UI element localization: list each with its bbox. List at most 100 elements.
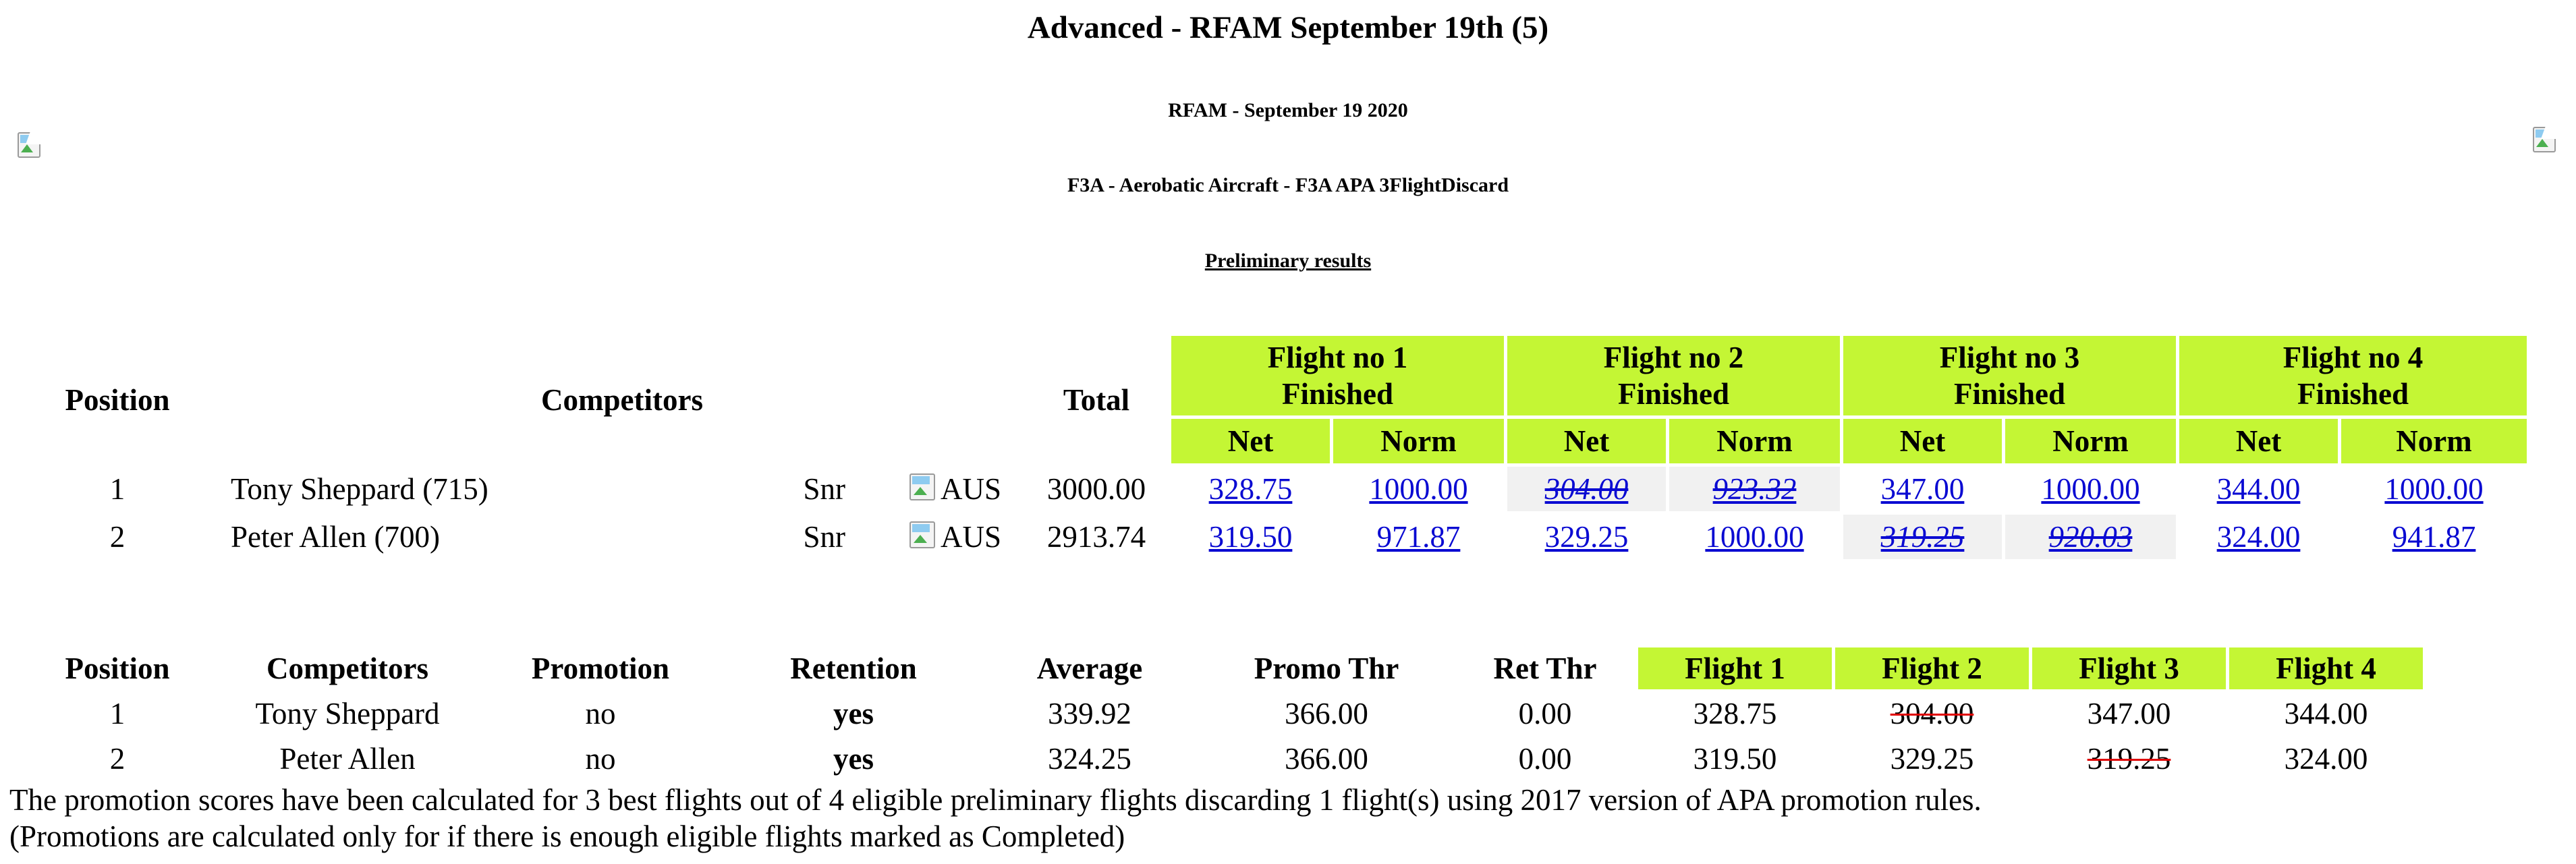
flight-3-net: 347.00 [1843, 467, 2002, 511]
promo-flight-3-discarded: 319.25 [2032, 738, 2226, 780]
flight-3-net-discarded: 319.25 [1843, 515, 2002, 559]
competitor-country: AUS [856, 515, 1021, 559]
country-code: AUS [940, 520, 1001, 554]
flight-3-norm-discarded: 920.03 [2005, 515, 2176, 559]
flight-2-norm: 1000.00 [1669, 515, 1840, 559]
flight-2-net-link[interactable]: 329.25 [1544, 520, 1629, 554]
flight-1-norm: 971.87 [1333, 515, 1504, 559]
promo-table-row: 2 Peter Allen no yes 324.25 366.00 0.00 … [16, 738, 2423, 780]
promo-promotion: no [585, 697, 616, 730]
promo-flight-2-discarded: 304.00 [1835, 693, 2029, 735]
flight-1-net-link[interactable]: 328.75 [1208, 472, 1293, 506]
promo-flight-4: 344.00 [2284, 697, 2368, 730]
promo-ret-thr: 0.00 [1518, 742, 1572, 776]
promo-average: 339.92 [1048, 697, 1131, 730]
results-table: Position Competitors Total Flight no 1 F… [12, 333, 2530, 563]
promo-competitor: Peter Allen [279, 742, 416, 776]
competitor-category: Snr [803, 472, 845, 506]
flight-4-net-link[interactable]: 344.00 [2216, 472, 2301, 506]
flight-3-net-link[interactable]: 319.25 [1880, 520, 1965, 554]
header-net: Net [2179, 419, 2338, 463]
flag-broken-image-icon [908, 472, 938, 502]
promo-competitor: Tony Sheppard [255, 697, 440, 730]
header-position: Position [65, 382, 170, 417]
promo-header-flight-4: Flight 4 [2229, 647, 2423, 689]
country-code: AUS [940, 472, 1001, 506]
promo-flight-1: 319.50 [1693, 742, 1777, 776]
promo-header-flight-2: Flight 2 [1835, 647, 2029, 689]
row-position: 1 [109, 472, 125, 506]
promo-flight-2-value: 304.00 [1890, 697, 1974, 730]
promo-flight-3-value: 319.25 [2087, 742, 2171, 776]
header-flight-3-line2: Finished [1953, 377, 2066, 411]
competitor-category: Snr [803, 520, 845, 554]
promo-flight-1: 328.75 [1693, 697, 1777, 730]
flight-1-norm-link[interactable]: 1000.00 [1369, 472, 1468, 506]
promo-ret-thr: 0.00 [1518, 697, 1572, 730]
header-flight-4-line1: Flight no 4 [2283, 341, 2424, 374]
header-norm: Norm [1333, 419, 1504, 463]
promo-table-row: 1 Tony Sheppard no yes 339.92 366.00 0.0… [16, 693, 2423, 735]
flight-3-norm-link[interactable]: 920.03 [2048, 520, 2133, 554]
flight-3-norm: 1000.00 [2005, 467, 2176, 511]
flight-2-net-link[interactable]: 304.00 [1544, 472, 1629, 506]
flight-4-net-link[interactable]: 324.00 [2216, 520, 2301, 554]
header-flight-2-line1: Flight no 2 [1603, 341, 1744, 374]
promo-header-retention: Retention [790, 652, 917, 685]
header-flight-4-line2: Finished [2297, 377, 2409, 411]
flight-3-norm-link[interactable]: 1000.00 [2041, 472, 2140, 506]
competitor-name: Peter Allen (700) [231, 520, 440, 554]
promo-promo-thr: 366.00 [1285, 742, 1368, 776]
flight-4-norm-link[interactable]: 1000.00 [2384, 472, 2484, 506]
promotion-note: The promotion scores have been calculate… [9, 783, 1982, 817]
promo-flight-2: 329.25 [1890, 742, 1974, 776]
promo-flight-3: 347.00 [2087, 697, 2171, 730]
header-norm: Norm [1669, 419, 1840, 463]
header-norm: Norm [2341, 419, 2527, 463]
flight-4-norm: 1000.00 [2341, 467, 2527, 511]
promo-header-promotion: Promotion [531, 652, 670, 685]
header-flight-1-line2: Finished [1281, 377, 1394, 411]
flight-1-net: 319.50 [1171, 515, 1330, 559]
header-flight-3-line1: Flight no 3 [1939, 341, 2080, 374]
promotion-table: Position Competitors Promotion Retention… [12, 644, 2426, 783]
results-label: Preliminary results [1204, 250, 1372, 272]
promo-retention: yes [833, 697, 874, 730]
flight-3-net-link[interactable]: 347.00 [1880, 472, 1965, 506]
promo-header-ret-thr: Ret Thr [1493, 652, 1597, 685]
promo-header-flight-3: Flight 3 [2032, 647, 2226, 689]
flight-1-net: 328.75 [1171, 467, 1330, 511]
total-score: 3000.00 [1046, 472, 1146, 506]
flight-2-norm-link[interactable]: 1000.00 [1705, 520, 1804, 554]
class-name: F3A - Aerobatic Aircraft - F3A APA 3Flig… [1067, 174, 1509, 196]
promo-header-flight-1: Flight 1 [1638, 647, 1832, 689]
promo-retention: yes [833, 742, 874, 776]
table-row: 1 Tony Sheppard (715) Snr AUS 3000.00 32… [16, 467, 2527, 511]
promo-header-average: Average [1036, 652, 1143, 685]
left-logo-broken-image-icon [15, 129, 48, 159]
flight-1-norm-link[interactable]: 971.87 [1376, 520, 1461, 554]
flight-2-norm-discarded: 923.32 [1669, 467, 1840, 511]
flight-1-norm: 1000.00 [1333, 467, 1504, 511]
promotion-note-condition: (Promotions are calculated only for if t… [9, 819, 1125, 853]
header-flight-1: Flight no 1 Finished [1171, 336, 1504, 415]
flight-1-net-link[interactable]: 319.50 [1208, 520, 1293, 554]
promo-position: 1 [109, 697, 125, 730]
header-flight-2-line2: Finished [1617, 377, 1730, 411]
flight-4-norm-link[interactable]: 941.87 [2392, 520, 2476, 554]
header-total: Total [1063, 382, 1130, 417]
promo-promo-thr: 366.00 [1285, 697, 1368, 730]
competitor-name: Tony Sheppard (715) [231, 472, 488, 506]
header-net: Net [1507, 419, 1666, 463]
promo-flight-4: 324.00 [2284, 742, 2368, 776]
flight-4-net: 324.00 [2179, 515, 2338, 559]
header-net: Net [1171, 419, 1330, 463]
flag-broken-image-icon [908, 520, 938, 550]
promo-header-competitors: Competitors [267, 652, 428, 685]
flight-4-net: 344.00 [2179, 467, 2338, 511]
promo-header-position: Position [65, 652, 170, 685]
page-title: Advanced - RFAM September 19th (5) [1027, 10, 1549, 45]
flight-2-net-discarded: 304.00 [1507, 467, 1666, 511]
total-score: 2913.74 [1046, 520, 1146, 554]
flight-2-norm-link[interactable]: 923.32 [1712, 472, 1797, 506]
